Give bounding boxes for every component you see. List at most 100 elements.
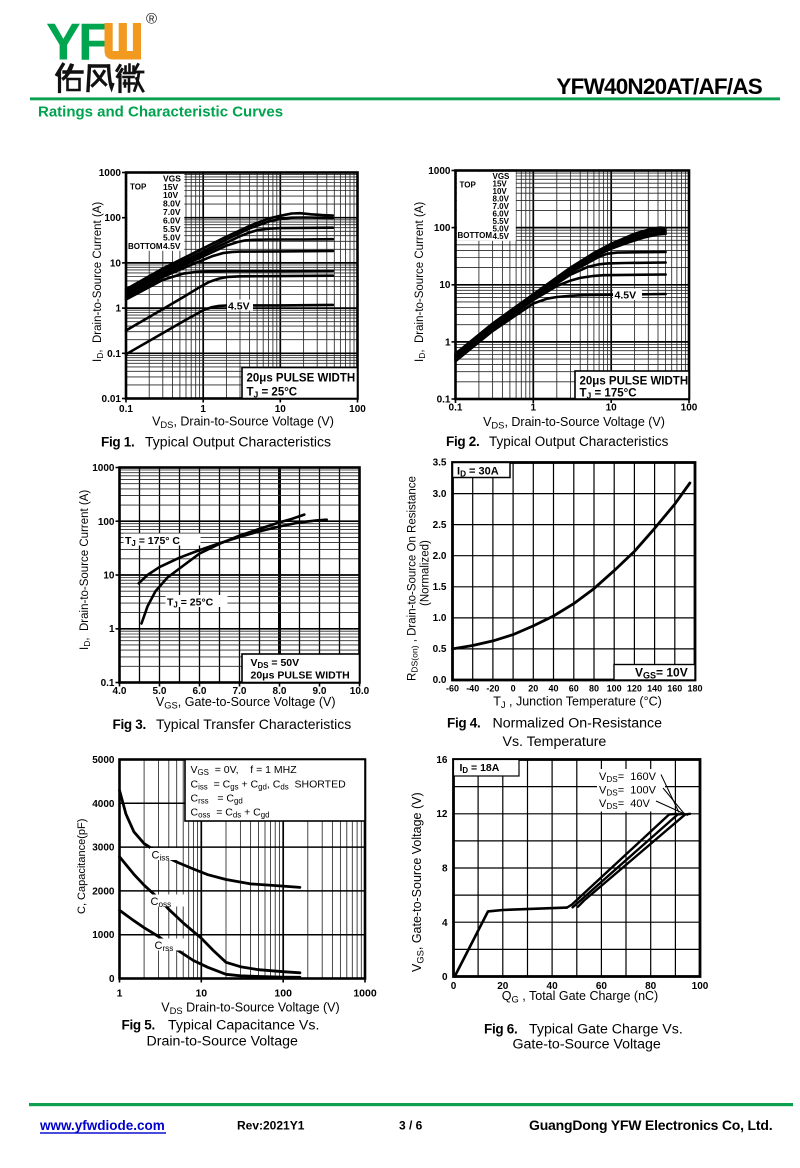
svg-text:2000: 2000: [92, 886, 115, 897]
svg-text:VGS= 10V: VGS= 10V: [635, 666, 688, 681]
svg-text:4: 4: [442, 918, 448, 929]
svg-text:TOP: TOP: [460, 180, 477, 189]
svg-text:VGS = 0V, f = 1 MHZ: VGS = 0V, f = 1 MHZ: [191, 764, 298, 777]
svg-text:Crss: Crss: [155, 940, 174, 953]
svg-text:Fig 6.: Fig 6.: [484, 1022, 517, 1037]
svg-text:YFW40N20AT/AF/AS: YFW40N20AT/AF/AS: [556, 74, 762, 99]
svg-text:TOP: TOP: [130, 183, 147, 192]
svg-text:1: 1: [531, 403, 537, 414]
svg-text:Drain-to-Source Voltage: Drain-to-Source Voltage: [147, 1034, 299, 1050]
svg-text:C, Capacitance(pF): C, Capacitance(pF): [76, 819, 88, 914]
svg-text:20μs PULSE WIDTH: 20μs PULSE WIDTH: [247, 373, 356, 385]
svg-text:0: 0: [511, 684, 516, 694]
svg-text:6.0: 6.0: [193, 686, 207, 697]
svg-text:BOTTOM: BOTTOM: [128, 242, 163, 251]
svg-text:Ciss = Cgs + Cgd, Cds SHORTE: Ciss = Cgs + Cgd, Cds SHORTED: [191, 779, 347, 792]
svg-text:Coss: Coss: [151, 896, 172, 909]
svg-text:6.0V: 6.0V: [493, 209, 510, 218]
svg-text:60: 60: [569, 684, 579, 694]
svg-text:Fig 2.: Fig 2.: [446, 434, 479, 449]
svg-text:12: 12: [436, 809, 448, 820]
svg-text:ID = 30A: ID = 30A: [457, 466, 499, 479]
svg-text:100: 100: [681, 403, 698, 414]
svg-text:4.5V: 4.5V: [615, 290, 637, 302]
svg-text:RDS(on) , Drain-to-Source On R: RDS(on) , Drain-to-Source On Resistance: [407, 476, 420, 681]
svg-text:100: 100: [607, 684, 622, 694]
svg-text:1: 1: [109, 624, 115, 635]
svg-text:2.0: 2.0: [433, 551, 447, 562]
svg-text:15V: 15V: [493, 180, 508, 189]
svg-text:3.0: 3.0: [433, 489, 447, 500]
svg-text:1: 1: [117, 988, 123, 1000]
svg-text:100: 100: [349, 404, 366, 415]
svg-text:100: 100: [692, 981, 709, 992]
svg-text:Fig 3.: Fig 3.: [113, 717, 146, 732]
svg-text:0.1: 0.1: [107, 349, 121, 360]
svg-text:10: 10: [275, 404, 287, 415]
svg-text:1.5: 1.5: [433, 582, 447, 593]
svg-text:20μs PULSE WIDTH: 20μs PULSE WIDTH: [251, 670, 350, 682]
svg-text:1000: 1000: [428, 166, 451, 177]
svg-text:0.1: 0.1: [437, 395, 451, 406]
svg-text:3000: 3000: [92, 843, 115, 854]
svg-text:VDS, Drain-to-Source Voltage (: VDS, Drain-to-Source Voltage (V): [483, 415, 665, 430]
svg-text:(Normalized): (Normalized): [420, 540, 432, 606]
svg-text:ID, Drain-to-Source Current (: ID, Drain-to-Source Current (A): [92, 202, 105, 362]
svg-text:3.5: 3.5: [433, 458, 447, 469]
svg-text:TJ = 25°C: TJ = 25°C: [167, 597, 214, 610]
svg-text:Rev:2021Y1: Rev:2021Y1: [237, 1119, 305, 1133]
svg-text:-40: -40: [466, 684, 479, 694]
svg-text:-20: -20: [486, 684, 499, 694]
svg-text:QG , Total Gate Charge (nC): QG , Total Gate Charge (nC): [502, 989, 658, 1004]
svg-text:Fig 1.: Fig 1.: [101, 435, 134, 450]
svg-text:120: 120: [627, 684, 642, 694]
svg-text:20: 20: [528, 684, 538, 694]
svg-text:10: 10: [103, 571, 115, 582]
svg-text:Typical Gate Charge Vs.: Typical Gate Charge Vs.: [529, 1022, 683, 1038]
svg-text:VDS = 50V: VDS = 50V: [251, 657, 300, 670]
svg-text:GuangDong YFW Electronics Co,: GuangDong YFW Electronics Co, Ltd.: [529, 1117, 772, 1133]
svg-text:ID = 18A: ID = 18A: [460, 762, 500, 775]
svg-text:Fig 4.: Fig 4.: [447, 716, 480, 731]
svg-text:160: 160: [667, 684, 682, 694]
svg-text:TJ = 175°C: TJ = 175°C: [580, 388, 637, 401]
svg-text:Ciss: Ciss: [152, 850, 170, 863]
svg-text:80: 80: [589, 684, 599, 694]
svg-text:20μs PULSE WIDTH: 20μs PULSE WIDTH: [580, 376, 689, 388]
svg-text:-60: -60: [446, 684, 459, 694]
svg-text:ID, Drain-to-Source Current (: ID, Drain-to-Source Current (A): [79, 490, 92, 650]
svg-text:VGS: VGS: [493, 172, 511, 181]
svg-text:Fig 5.: Fig 5.: [122, 1018, 155, 1033]
svg-text:15V: 15V: [163, 182, 178, 192]
svg-text:5.5V: 5.5V: [163, 224, 181, 234]
svg-text:140: 140: [647, 684, 662, 694]
svg-text:0.0: 0.0: [433, 675, 447, 686]
svg-text:VDS= 160V: VDS= 160V: [599, 771, 657, 784]
svg-text:10: 10: [195, 988, 207, 1000]
svg-text:4000: 4000: [92, 799, 115, 810]
svg-text:4.5V: 4.5V: [228, 301, 250, 313]
svg-text:7.0: 7.0: [233, 686, 247, 697]
svg-text:5.0V: 5.0V: [493, 224, 510, 233]
svg-text:5.0V: 5.0V: [163, 232, 181, 242]
svg-text:0: 0: [451, 981, 457, 992]
svg-text:TJ = 175° C: TJ = 175° C: [125, 535, 180, 548]
svg-text:1000: 1000: [92, 930, 115, 941]
svg-text:Vs. Temperature: Vs. Temperature: [503, 734, 607, 750]
svg-text:Normalized On-Resistance: Normalized On-Resistance: [493, 716, 663, 732]
svg-text:8.0: 8.0: [273, 686, 287, 697]
svg-text:10V: 10V: [493, 187, 508, 196]
svg-text:80: 80: [645, 981, 657, 992]
svg-text:VDS= 40V: VDS= 40V: [599, 798, 650, 811]
svg-text:40: 40: [548, 684, 558, 694]
svg-text:VGS: VGS: [163, 173, 181, 183]
svg-text:0.1: 0.1: [101, 678, 115, 689]
svg-text:10: 10: [439, 280, 451, 291]
svg-text:100: 100: [98, 517, 115, 528]
svg-text:10V: 10V: [163, 190, 178, 200]
svg-text:60: 60: [596, 981, 608, 992]
svg-text:10: 10: [110, 258, 122, 269]
svg-text:0.1: 0.1: [119, 404, 133, 415]
svg-text:6.0V: 6.0V: [163, 216, 181, 226]
svg-text:100: 100: [104, 213, 121, 224]
